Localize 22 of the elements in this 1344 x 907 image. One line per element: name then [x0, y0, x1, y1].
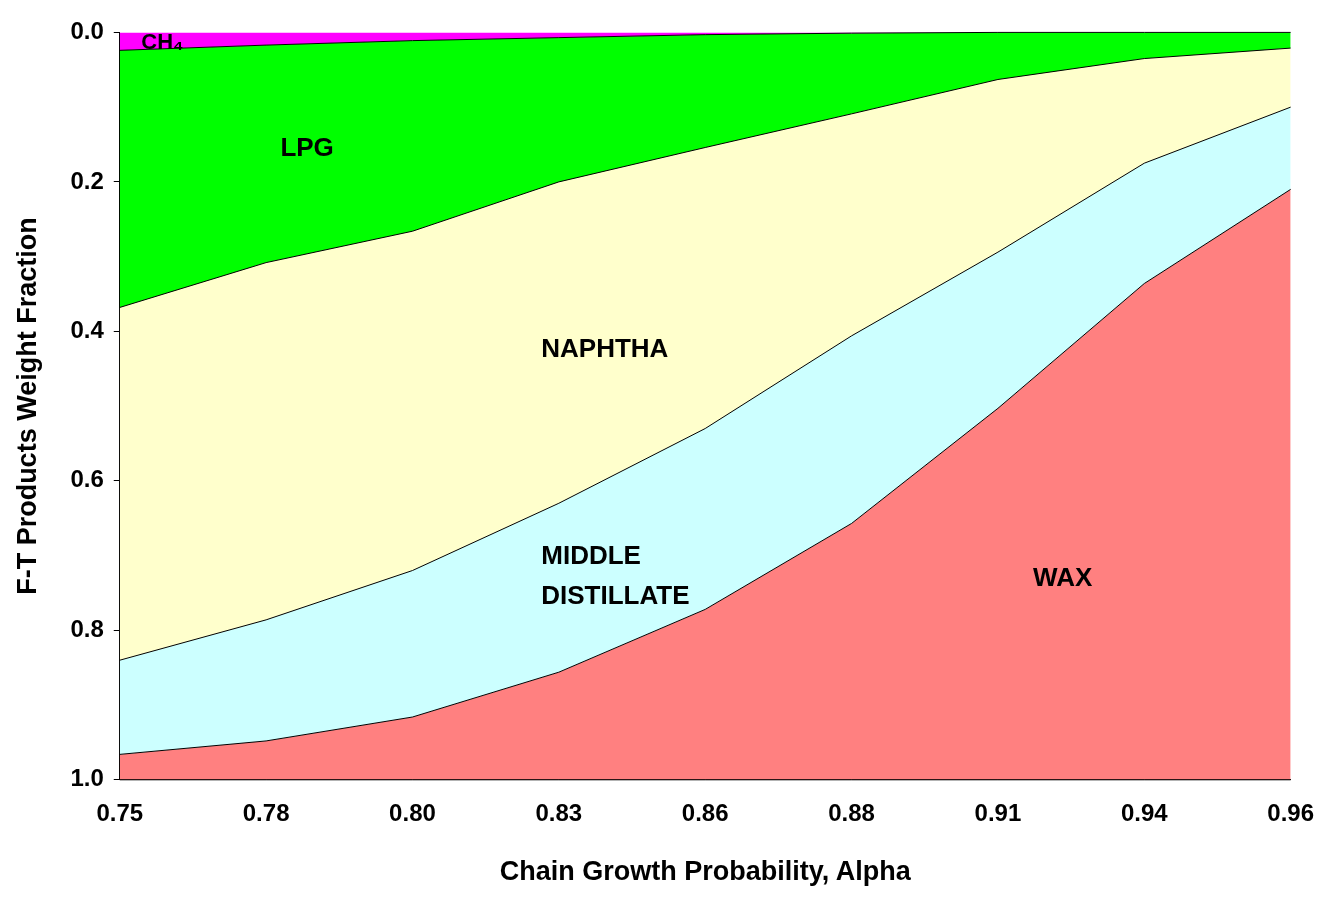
series-label: WAX	[1033, 562, 1093, 593]
x-tick-label: 0.83	[535, 798, 583, 826]
y-axis-title: F-T Products Weight Fraction	[11, 217, 42, 595]
series-label: LPG	[280, 132, 334, 162]
y-tick-label: 0.4	[70, 315, 105, 343]
y-tick-label: 0.8	[70, 614, 104, 642]
y-tick-label: 0.2	[70, 166, 104, 194]
series-label: NAPHTHA	[541, 332, 669, 363]
x-tick-label: 0.88	[828, 798, 875, 826]
x-tick-label: 0.96	[1267, 798, 1314, 826]
y-tick-label: 0.0	[70, 17, 104, 45]
y-tick-label: 0.6	[70, 465, 104, 493]
x-tick-label: 0.91	[974, 798, 1022, 826]
x-tick-label: 0.94	[1120, 798, 1169, 826]
x-tick-label: 0.78	[242, 798, 290, 826]
x-tick-label: 0.80	[389, 798, 436, 826]
x-axis-title: Chain Growth Probability, Alpha	[499, 856, 912, 887]
series-label: CH₄	[141, 29, 184, 55]
x-tick-label: 0.75	[96, 798, 144, 826]
series-label: MIDDLE DISTILLATE	[541, 539, 690, 610]
x-tick-label: 0.86	[681, 798, 729, 826]
y-tick-label: 1.0	[70, 764, 104, 792]
